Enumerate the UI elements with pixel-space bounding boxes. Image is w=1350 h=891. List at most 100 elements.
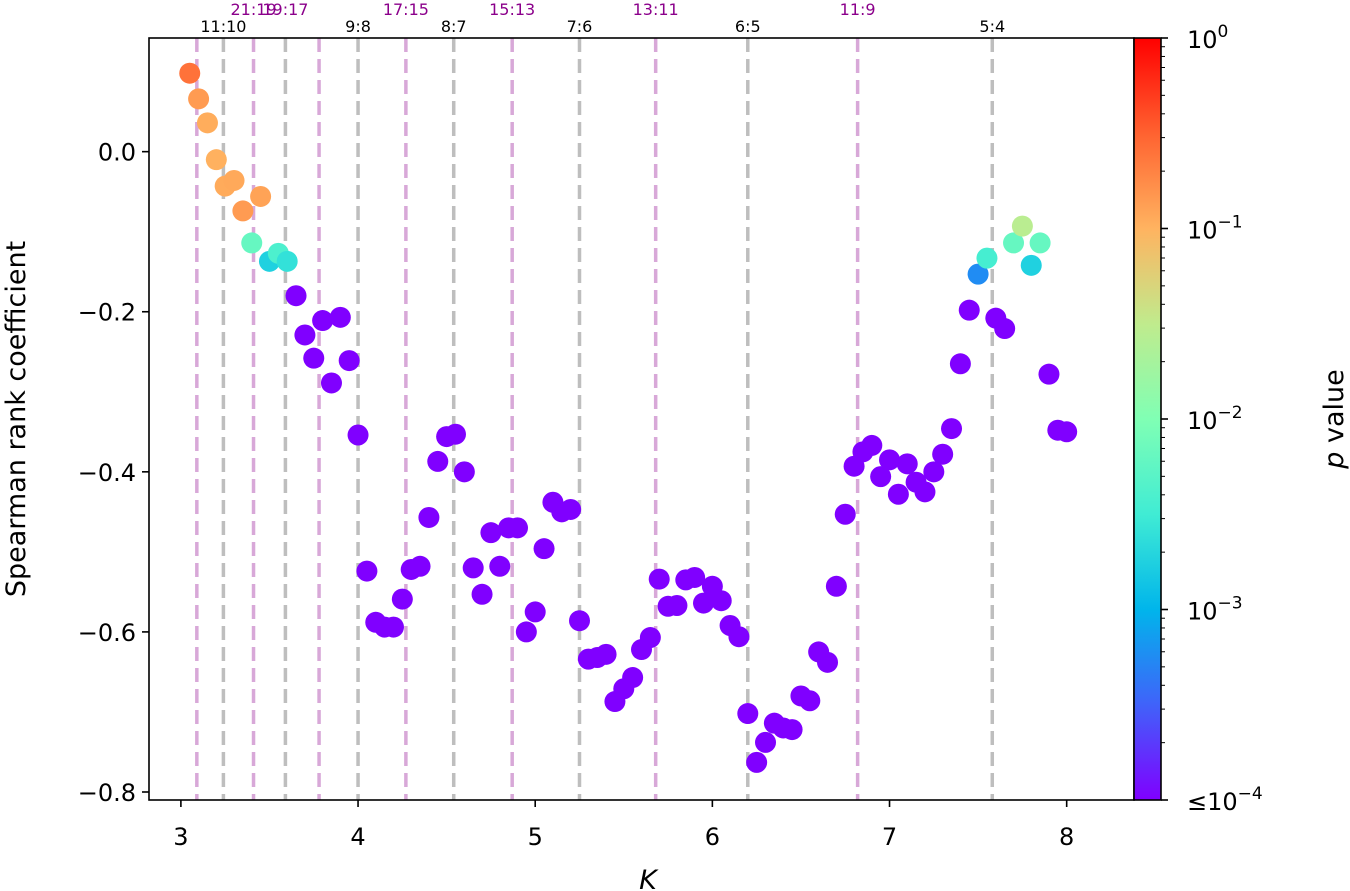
- data-point: [1003, 232, 1025, 254]
- data-point: [489, 555, 511, 577]
- x-tick-label: 8: [1059, 823, 1074, 851]
- data-point: [568, 610, 590, 632]
- resonance-label: 7:6: [567, 17, 593, 36]
- data-point: [303, 347, 325, 369]
- data-point: [728, 626, 750, 648]
- data-point: [666, 594, 688, 616]
- data-point: [799, 690, 821, 712]
- data-point: [560, 498, 582, 520]
- data-point: [958, 299, 980, 321]
- colorbar-ticks: 100 10−1 10−2 10−3 ≤10−4: [1161, 22, 1263, 816]
- data-point: [382, 616, 404, 638]
- colorbar-gradient: [1133, 37, 1162, 801]
- resonance-label: 15:13: [489, 0, 535, 19]
- data-point: [746, 751, 768, 773]
- data-point: [312, 310, 334, 332]
- data-point: [896, 453, 918, 475]
- y-tick-label: 0.0: [98, 139, 136, 167]
- data-point: [223, 169, 245, 191]
- data-point: [427, 450, 449, 472]
- y-tick-label: −0.8: [78, 779, 136, 807]
- y-tick-label: −0.4: [78, 459, 136, 487]
- colorbar-tick-exponent: −1: [1218, 213, 1243, 233]
- data-point: [710, 590, 732, 612]
- colorbar-title-p: p: [1319, 452, 1350, 470]
- data-point: [693, 592, 715, 614]
- x-axis: 3 4 5 6 7 8: [173, 800, 1074, 851]
- data-point: [622, 667, 644, 689]
- data-point: [320, 372, 342, 394]
- x-tick-label: 3: [173, 823, 188, 851]
- y-axis-title: Spearman rank coefficient: [1, 241, 32, 597]
- data-point: [825, 575, 847, 597]
- data-point: [755, 731, 777, 753]
- data-point: [276, 250, 298, 272]
- data-point: [861, 434, 883, 456]
- data-point: [817, 651, 839, 673]
- data-point: [834, 503, 856, 525]
- data-point: [949, 353, 971, 375]
- data-point: [923, 461, 945, 483]
- resonance-label: 11:9: [840, 0, 876, 19]
- data-point: [737, 703, 759, 725]
- x-tick-label: 5: [528, 823, 543, 851]
- x-tick-label: 4: [350, 823, 365, 851]
- colorbar-tick-label: 10−3: [1187, 594, 1243, 626]
- colorbar-tick-label: ≤10−4: [1187, 784, 1263, 816]
- x-tick-label: 7: [882, 823, 897, 851]
- data-point: [205, 149, 227, 171]
- data-point: [506, 517, 528, 539]
- data-point: [1056, 421, 1078, 443]
- colorbar-title-value: value: [1319, 369, 1350, 443]
- resonance-label: 6:5: [735, 17, 761, 36]
- resonance-label: 9:8: [345, 17, 371, 36]
- resonance-label: 8:7: [441, 17, 467, 36]
- resonance-label: 5:4: [979, 17, 1005, 36]
- data-point: [595, 643, 617, 665]
- data-point: [462, 557, 484, 579]
- data-point: [232, 200, 254, 222]
- colorbar-tick-exponent: 0: [1218, 22, 1229, 42]
- data-point: [471, 583, 493, 605]
- data-point: [967, 263, 989, 285]
- data-point: [994, 318, 1016, 340]
- colorbar-tick-exponent: −2: [1218, 403, 1243, 423]
- data-point: [914, 481, 936, 503]
- resonance-label: 17:15: [383, 0, 429, 19]
- data-points: [179, 62, 1078, 773]
- data-point: [409, 555, 431, 577]
- data-point: [338, 350, 360, 372]
- colorbar-title: p value: [1319, 369, 1350, 469]
- data-point: [453, 461, 475, 483]
- data-point: [329, 306, 351, 328]
- data-point: [781, 719, 803, 741]
- data-point: [976, 247, 998, 269]
- resonance-label: 11:10: [200, 17, 246, 36]
- data-point: [639, 627, 661, 649]
- data-point: [684, 566, 706, 588]
- plot-frame: [148, 37, 1135, 801]
- data-point: [879, 449, 901, 471]
- y-tick-label: −0.6: [78, 619, 136, 647]
- data-point: [285, 285, 307, 307]
- resonance-label: 21:19: [230, 0, 276, 19]
- data-point: [1038, 363, 1060, 385]
- data-point: [356, 560, 378, 582]
- data-point: [887, 483, 909, 505]
- data-point: [294, 324, 316, 346]
- colorbar-tick-exponent: −3: [1218, 594, 1243, 614]
- colorbar-tick-label: 10−1: [1187, 213, 1243, 245]
- data-point: [941, 418, 963, 440]
- data-point: [515, 621, 537, 643]
- x-tick-label: 6: [705, 823, 720, 851]
- resonance-label: 19:17: [262, 0, 308, 19]
- resonance-lines: [195, 38, 995, 800]
- colorbar-tick-label: 100: [1187, 22, 1228, 54]
- data-point: [533, 538, 555, 560]
- colorbar-tick-label: 10−2: [1187, 403, 1243, 435]
- data-point: [250, 185, 272, 207]
- data-point: [1020, 254, 1042, 276]
- data-point: [196, 112, 218, 134]
- data-point: [648, 568, 670, 590]
